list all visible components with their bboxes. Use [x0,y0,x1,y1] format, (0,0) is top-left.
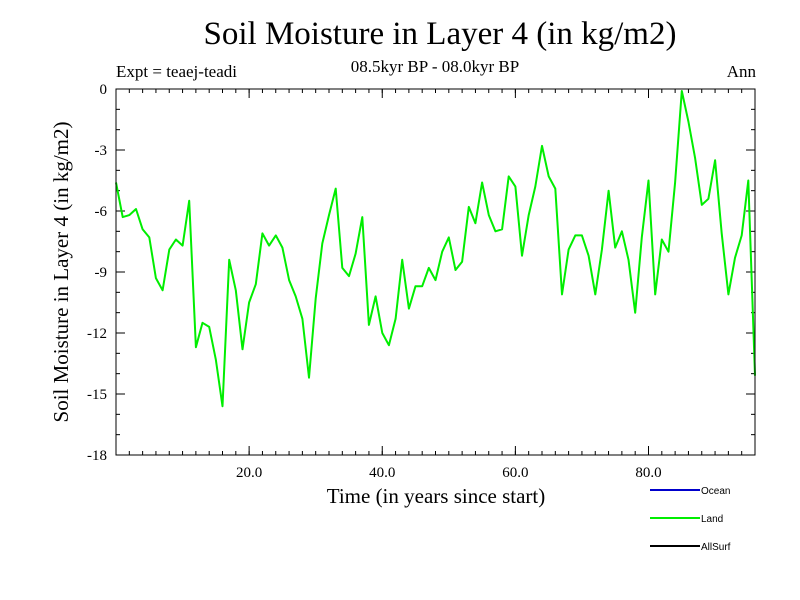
x-tick-label: 40.0 [369,465,395,481]
experiment-label: Expt = teaej-teadi [116,62,237,81]
x-axis-title: Time (in years since start) [327,484,546,508]
chart-title: Soil Moisture in Layer 4 (in kg/m2) [203,16,677,52]
x-tick-label: 60.0 [502,465,528,481]
legend-label: Land [701,514,723,525]
y-tick-label: -9 [95,265,108,281]
y-tick-label: -6 [95,204,108,220]
chart-subtitle: 08.5kyr BP - 08.0kyr BP [350,57,520,76]
axis-ticks [116,88,755,456]
series-group [115,90,756,408]
y-tick-label: -12 [87,326,107,342]
y-tick-label: 0 [100,82,108,98]
y-tick-label: -18 [87,448,107,464]
x-tick-label: 20.0 [236,465,262,481]
axis-labels: 0 -3 -6 -9 -12 -15 -18 20.0 40.0 60.0 80.0 [87,82,662,481]
y-axis-title: Soil Moisture in Layer 4 (in kg/m2) [49,122,73,423]
plot-frame [115,88,756,456]
period-label: Ann [726,62,756,81]
legend: Ocean Land AllSurf [650,486,731,553]
legend-label: Ocean [701,486,730,497]
y-tick-label: -3 [95,143,108,159]
series-line-land [115,90,756,408]
legend-label: AllSurf [701,542,731,553]
x-tick-label: 80.0 [635,465,661,481]
y-tick-label: -15 [87,387,107,403]
